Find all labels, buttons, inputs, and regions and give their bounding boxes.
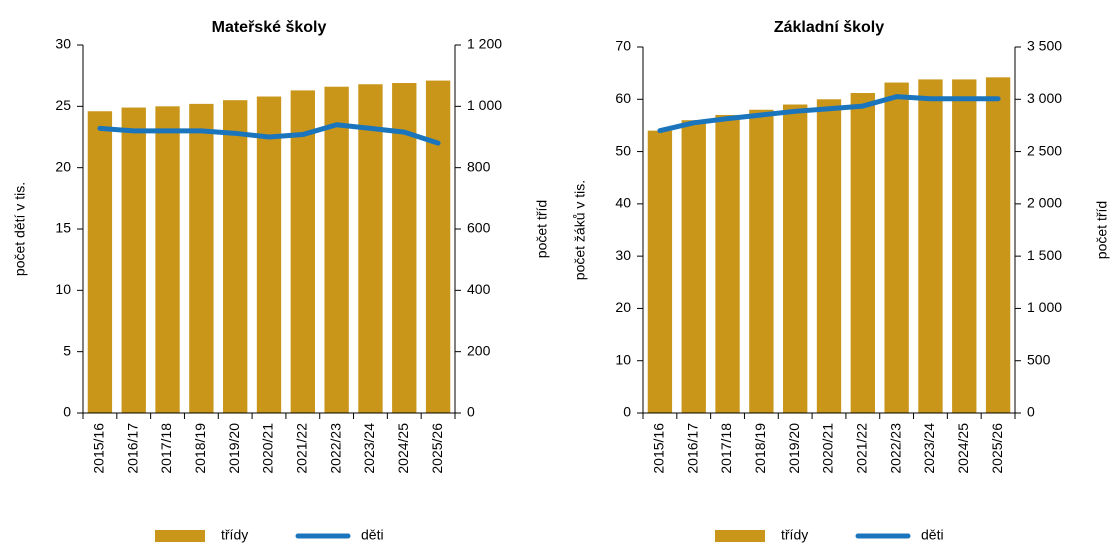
x-tick-label: 2021/22 <box>294 423 310 474</box>
x-tick-label: 2020/21 <box>260 423 276 474</box>
bar <box>681 120 706 413</box>
bar <box>87 111 113 414</box>
bar <box>189 103 214 413</box>
y-tick-label: 30 <box>615 247 631 263</box>
bar <box>155 106 180 413</box>
legend-label: děti <box>361 527 384 543</box>
legend-swatch <box>715 530 765 542</box>
x-tick-label: 2020/21 <box>820 423 836 474</box>
bar <box>816 99 842 414</box>
x-tick-label: 2017/18 <box>158 423 174 474</box>
y-tick-label: 5 <box>63 342 71 358</box>
y-axis-label: počet dětí v tis. <box>12 182 28 276</box>
bar <box>985 77 1011 413</box>
bar <box>290 90 315 414</box>
y-axis-label: počet žáků v tis. <box>572 180 588 280</box>
x-tick-label: 2022/23 <box>887 423 903 474</box>
y2-tick-label: 2 500 <box>1027 142 1062 158</box>
legend-label: třídy <box>781 527 808 543</box>
x-tick-label: 2019/20 <box>226 423 242 474</box>
x-tick-label: 2022/23 <box>327 423 343 474</box>
legend-label: děti <box>921 527 944 543</box>
y-tick-label: 0 <box>63 404 71 420</box>
x-tick-label: 2025/26 <box>429 423 445 474</box>
y-tick-label: 10 <box>55 281 71 297</box>
x-tick-label: 2023/24 <box>921 423 937 474</box>
x-tick-label: 2025/26 <box>989 423 1005 474</box>
x-tick-label: 2016/17 <box>684 423 700 474</box>
x-tick-label: 2017/18 <box>718 423 734 474</box>
y2-axis-label: počet tříd <box>1094 201 1110 259</box>
y2-tick-label: 200 <box>467 342 491 358</box>
y-tick-label: 30 <box>55 36 71 52</box>
x-tick-label: 2023/24 <box>361 423 377 474</box>
y2-axis-label: počet tříd <box>534 200 550 258</box>
y-tick-label: 0 <box>623 404 631 420</box>
y-tick-label: 15 <box>55 220 71 236</box>
y2-tick-label: 3 500 <box>1027 38 1062 54</box>
x-tick-label: 2018/19 <box>192 423 208 474</box>
y-tick-label: 20 <box>615 299 631 315</box>
bar <box>715 114 740 413</box>
line <box>657 94 1001 134</box>
x-tick-label: 2018/19 <box>752 423 768 474</box>
y2-tick-label: 500 <box>1027 351 1051 367</box>
chart-title: Základní školy <box>774 19 884 36</box>
y2-tick-label: 3 000 <box>1027 90 1062 106</box>
y-tick-label: 40 <box>615 195 631 211</box>
y-tick-label: 25 <box>55 97 71 113</box>
y2-tick-label: 1 000 <box>467 97 502 113</box>
y-tick-label: 70 <box>615 38 631 54</box>
bar <box>647 130 673 413</box>
y2-tick-label: 0 <box>1027 404 1035 420</box>
bar <box>324 86 349 413</box>
y2-tick-label: 400 <box>467 281 491 297</box>
x-tick-label: 2024/25 <box>955 423 971 474</box>
y2-tick-label: 800 <box>467 158 491 174</box>
bar <box>850 93 875 414</box>
line <box>97 122 441 146</box>
bar <box>918 79 943 413</box>
bar <box>223 100 248 413</box>
bar <box>358 84 383 414</box>
y2-tick-label: 2 000 <box>1027 195 1062 211</box>
y-tick-label: 10 <box>615 351 631 367</box>
legend-swatch <box>155 530 205 542</box>
x-tick-label: 2015/16 <box>91 423 107 474</box>
bar <box>121 107 146 413</box>
y-tick-label: 50 <box>615 142 631 158</box>
y-tick-label: 60 <box>615 90 631 106</box>
bar <box>749 109 774 413</box>
chart-title: Mateřské školy <box>212 19 327 36</box>
bar <box>392 83 417 413</box>
x-tick-label: 2024/25 <box>395 423 411 474</box>
y2-tick-label: 1 000 <box>1027 299 1062 315</box>
bar <box>783 104 808 413</box>
y2-tick-label: 1 500 <box>1027 247 1062 263</box>
bar <box>425 80 451 413</box>
x-tick-label: 2016/17 <box>124 423 140 474</box>
legend-label: třídy <box>221 527 248 543</box>
bar <box>256 96 282 414</box>
bar <box>884 82 909 413</box>
bar <box>952 79 977 413</box>
x-tick-label: 2015/16 <box>651 423 667 474</box>
y2-tick-label: 1 200 <box>467 36 502 52</box>
y-tick-label: 20 <box>55 158 71 174</box>
y2-tick-label: 0 <box>467 404 475 420</box>
x-tick-label: 2021/22 <box>854 423 870 474</box>
x-tick-label: 2019/20 <box>786 423 802 474</box>
y2-tick-label: 600 <box>467 220 491 236</box>
